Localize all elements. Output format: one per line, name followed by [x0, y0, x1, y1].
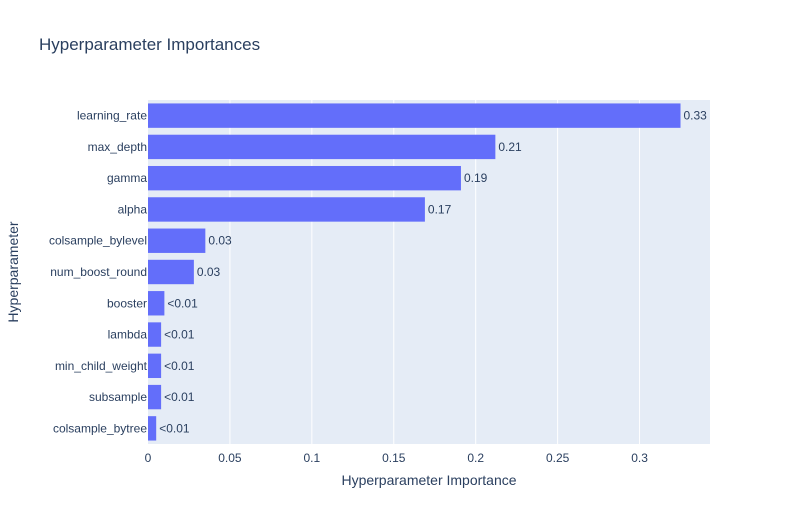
bar[interactable]: [148, 259, 194, 285]
bar-value-label: 0.03: [197, 265, 221, 279]
bar[interactable]: [148, 384, 162, 410]
y-tick-label: lambda: [108, 328, 148, 342]
bar-value-label: <0.01: [164, 359, 195, 373]
bar[interactable]: [148, 416, 157, 441]
y-tick-label: booster: [107, 296, 147, 310]
bar[interactable]: [148, 291, 165, 316]
y-axis-title: Hyperparameter: [5, 221, 21, 322]
x-tick-label: 0.25: [546, 451, 570, 465]
bar-value-label: 0.33: [684, 109, 708, 123]
chart-title: Hyperparameter Importances: [39, 35, 260, 54]
x-tick-label: 0.1: [304, 451, 321, 465]
bar-value-label: 0.19: [464, 171, 488, 185]
bar[interactable]: [148, 353, 162, 379]
bar-value-label: <0.01: [164, 328, 195, 342]
y-tick-label: min_child_weight: [55, 359, 148, 373]
x-tick-label: 0: [145, 451, 152, 465]
y-tick-label: num_boost_round: [50, 265, 147, 279]
bar-value-label: <0.01: [164, 390, 195, 404]
y-tick-label: colsample_bylevel: [49, 234, 147, 248]
bar[interactable]: [148, 103, 681, 128]
bar[interactable]: [148, 197, 425, 222]
x-tick-label: 0.05: [218, 451, 242, 465]
data-labels: 0.33 0.21 0.19 0.17 0.03 0.03 <0.01 <0.01 <0.01 <…: [159, 109, 707, 436]
bar-value-label: 0.03: [208, 234, 232, 248]
y-tick-label: alpha: [118, 202, 148, 216]
y-tick-label: learning_rate: [77, 109, 147, 123]
x-axis-title: Hyperparameter Importance: [341, 472, 516, 488]
bar[interactable]: [148, 228, 206, 253]
bar-value-label: 0.21: [498, 140, 522, 154]
bar[interactable]: [148, 322, 162, 347]
y-tick-label: colsample_bytree: [53, 421, 147, 435]
x-axis-ticks: 0 0.05 0.1 0.15 0.2 0.25 0.3: [145, 451, 649, 465]
bar[interactable]: [148, 165, 461, 191]
y-tick-label: max_depth: [88, 140, 147, 154]
bar-value-label: <0.01: [159, 421, 190, 435]
y-tick-label: subsample: [89, 390, 147, 404]
bar-value-label: <0.01: [167, 296, 198, 310]
x-tick-label: 0.3: [631, 451, 648, 465]
bar[interactable]: [148, 134, 496, 160]
y-tick-label: gamma: [107, 171, 147, 185]
bars: [148, 103, 681, 441]
x-tick-label: 0.15: [382, 451, 406, 465]
x-tick-label: 0.2: [467, 451, 484, 465]
bar-value-label: 0.17: [428, 202, 452, 216]
